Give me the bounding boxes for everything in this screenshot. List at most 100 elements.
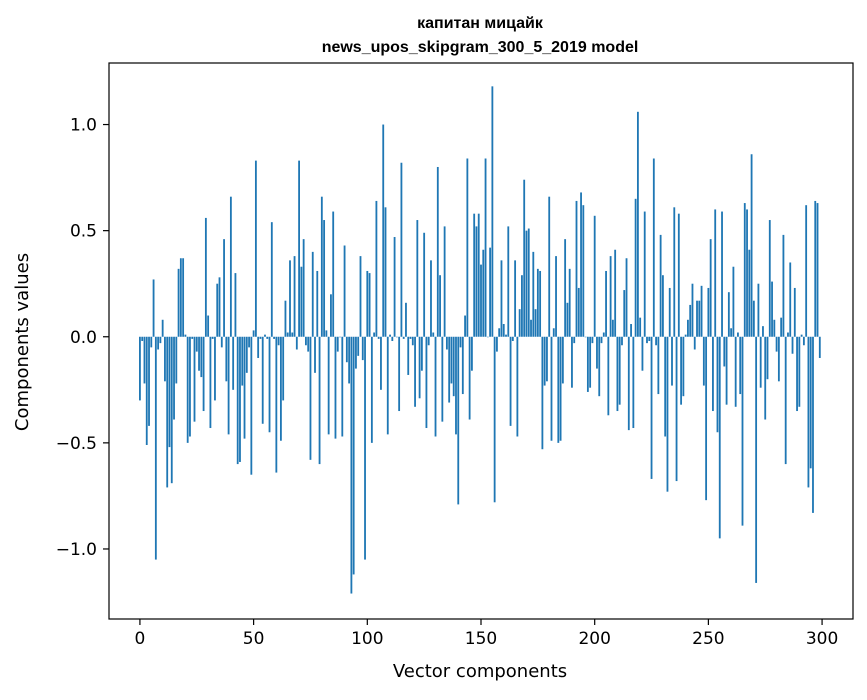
bar-148 (475, 226, 478, 337)
bar-153 (486, 336, 489, 338)
bar-273 (759, 336, 762, 388)
bar-183 (555, 256, 557, 337)
bar-40 (229, 196, 232, 337)
bar-68 (293, 256, 296, 337)
bar-75 (309, 336, 312, 460)
x-tick-label: 200 (578, 629, 610, 649)
bar-27 (200, 336, 203, 378)
bar-201 (596, 336, 598, 369)
bar-19 (182, 258, 185, 337)
bar-18 (179, 258, 182, 337)
bar-283 (782, 234, 785, 337)
bar-184 (557, 336, 560, 443)
bar-175 (536, 268, 539, 337)
bar-253 (714, 209, 717, 337)
bar-82 (325, 330, 328, 337)
bar-200 (593, 215, 596, 337)
bar-60 (275, 336, 278, 473)
bar-206 (607, 336, 610, 416)
bar-142 (461, 336, 464, 395)
bar-42 (234, 273, 237, 337)
bar-203 (600, 336, 603, 344)
bar-278 (771, 281, 773, 337)
bar-150 (480, 264, 482, 337)
bar-103 (373, 332, 376, 337)
bar-236 (675, 336, 678, 482)
bar-50 (252, 330, 255, 337)
bar-58 (270, 222, 273, 337)
bar-139 (455, 336, 457, 435)
bar-129 (432, 332, 435, 337)
bar-299 (818, 336, 821, 358)
bar-63 (282, 336, 285, 401)
bar-230 (662, 275, 664, 337)
bar-16 (175, 336, 178, 384)
bar-196 (584, 336, 587, 338)
bar-41 (232, 336, 235, 390)
bar-204 (602, 332, 605, 337)
x-tick-label: 300 (806, 629, 838, 649)
bar-55 (264, 334, 266, 337)
bar-14 (170, 336, 173, 484)
bar-219 (636, 111, 639, 337)
bar-242 (689, 304, 692, 337)
y-tick-label: −1.0 (56, 540, 97, 560)
bar-171 (527, 228, 530, 337)
bar-215 (627, 336, 630, 431)
bar-20 (184, 334, 187, 337)
bar-118 (407, 336, 410, 375)
bar-54 (261, 336, 264, 424)
bar-127 (427, 336, 430, 346)
bar-289 (796, 336, 798, 412)
bar-267 (746, 209, 748, 337)
bar-34 (216, 283, 219, 337)
bar-284 (784, 336, 787, 465)
bar-152 (484, 158, 487, 337)
bar-251 (709, 239, 712, 337)
bar-13 (168, 336, 171, 448)
bar-122 (416, 220, 419, 337)
bar-178 (543, 336, 546, 386)
bar-87 (336, 336, 339, 352)
bar-279 (773, 319, 776, 337)
bar-110 (389, 334, 391, 337)
y-tick-label: 1.0 (70, 116, 97, 136)
bar-47 (245, 336, 248, 373)
bar-151 (482, 249, 485, 337)
bar-244 (693, 336, 696, 350)
bar-92 (348, 336, 351, 384)
bar-74 (307, 336, 310, 352)
bar-146 (471, 336, 473, 371)
bar-156 (493, 336, 496, 503)
bar-138 (452, 336, 455, 397)
bar-194 (580, 192, 582, 337)
bar-124 (420, 336, 423, 371)
bar-157 (496, 336, 498, 352)
bar-228 (657, 336, 660, 395)
bar-209 (614, 249, 617, 337)
bar-285 (787, 332, 789, 337)
bar-57 (268, 336, 271, 433)
bar-162 (507, 226, 510, 337)
bar-227 (655, 336, 657, 346)
bar-246 (698, 300, 701, 337)
bar-160 (502, 324, 505, 337)
bar-187 (564, 239, 567, 337)
bar-238 (680, 336, 683, 405)
bar-89 (341, 336, 344, 437)
bar-259 (727, 292, 730, 337)
bar-226 (652, 158, 655, 337)
bar-52 (257, 336, 260, 358)
bar-102 (370, 336, 373, 443)
bar-11 (164, 336, 166, 382)
axes-group: 0 50 100 150 200 250 300 −1.0 −0.5 0.0 0.5 1.0 (56, 62, 854, 649)
bar-260 (730, 328, 733, 337)
bar-169 (523, 179, 526, 337)
bar-144 (466, 158, 469, 337)
bars-group (139, 86, 821, 594)
bar-197 (586, 336, 589, 392)
bar-208 (611, 319, 614, 337)
bar-158 (498, 328, 501, 337)
bar-243 (691, 283, 694, 337)
bar-25 (195, 336, 198, 352)
